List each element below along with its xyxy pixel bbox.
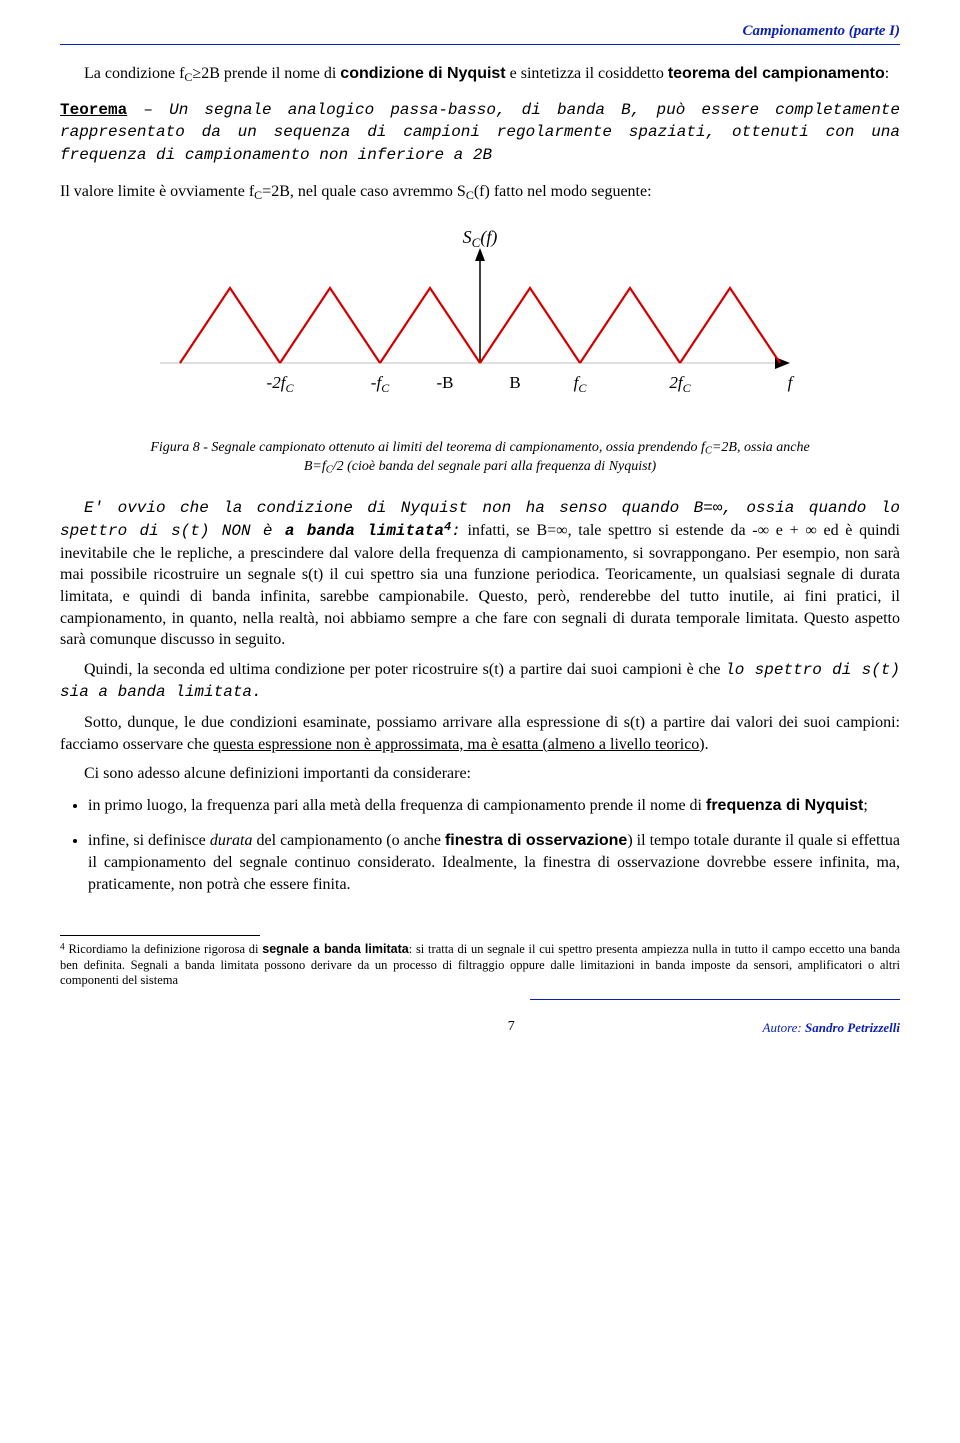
txt: (f) fatto nel modo seguente:	[474, 183, 652, 200]
txt: =2B, nel quale caso avremmo S	[262, 183, 466, 200]
txt: :	[451, 522, 461, 540]
subscript: C	[326, 465, 333, 476]
footnote-rule	[60, 935, 260, 936]
theorem-block: Teorema – Un segnale analogico passa-bas…	[60, 99, 900, 167]
header-title: Campionamento (parte I)	[742, 23, 900, 39]
durata-term: durata	[210, 832, 253, 849]
list-item: infine, si definisce durata del campiona…	[88, 830, 900, 895]
page-header: Campionamento (parte I)	[60, 20, 900, 42]
subscript: C	[254, 188, 262, 202]
svg-text:-B: -B	[437, 373, 454, 392]
nyquist-term: condizione di Nyquist	[340, 65, 505, 82]
nyquist-freq-term: frequenza di Nyquist	[706, 797, 863, 814]
figure-caption: Figura 8 - Segnale campionato ottenuto a…	[130, 439, 830, 477]
txt: ;	[863, 797, 867, 814]
footer-rule	[530, 999, 900, 1000]
definition-list: in primo luogo, la frequenza pari alla m…	[88, 795, 900, 895]
txt: Ricordiamo la definizione rigorosa di	[65, 942, 263, 956]
svg-text:-fC: -fC	[371, 373, 390, 395]
svg-text:SC(f): SC(f)	[463, 227, 498, 250]
theorem-label: Teorema	[60, 101, 127, 119]
spectrum-svg: SC(f) -2fC -fC -B B fC 2fC f	[140, 223, 820, 423]
txt: :	[885, 65, 889, 82]
footnote-term: segnale a banda limitata	[262, 942, 408, 956]
dash: –	[127, 101, 169, 119]
txt: infatti, se B=∞, tale spettro si estende…	[60, 522, 900, 648]
txt: Il valore limite è ovviamente f	[60, 183, 254, 200]
txt: Autore:	[763, 1020, 805, 1035]
svg-text:2fC: 2fC	[669, 373, 691, 395]
body-p6: Ci sono adesso alcune definizioni import…	[60, 763, 900, 785]
banda-limitata: a banda limitata	[285, 522, 444, 540]
svg-text:fC: fC	[574, 373, 588, 395]
author-line: Autore: Sandro Petrizzelli	[763, 1019, 900, 1037]
txt: .	[705, 736, 709, 753]
svg-text:B: B	[509, 373, 520, 392]
svg-text:f: f	[788, 373, 795, 392]
svg-text:-2fC: -2fC	[267, 373, 295, 395]
intro-paragraph: La condizione fC≥2B prende il nome di co…	[60, 63, 900, 85]
figure-8: SC(f) -2fC -fC -B B fC 2fC f	[60, 223, 900, 430]
txt: Quindi, la seconda ed ultima condizione …	[84, 661, 725, 678]
limit-paragraph: Il valore limite è ovviamente fC=2B, nel…	[60, 181, 900, 203]
txt: La condizione f	[84, 65, 184, 82]
subscript: C	[466, 188, 474, 202]
footnote-4: 4 Ricordiamo la definizione rigorosa di …	[60, 942, 900, 989]
txt: /2 (cioè banda del segnale pari alla fre…	[333, 459, 656, 474]
list-item: in primo luogo, la frequenza pari alla m…	[88, 795, 900, 817]
body-p4: Quindi, la seconda ed ultima condizione …	[60, 659, 900, 704]
header-rule	[60, 44, 900, 45]
finestra-term: finestra di osservazione	[445, 832, 627, 849]
underlined-claim: questa espressione non è approssimata, m…	[213, 736, 704, 753]
body-p3: E' ovvio che la condizione di Nyquist no…	[60, 497, 900, 651]
body-p5: Sotto, dunque, le due condizioni esamina…	[60, 712, 900, 755]
page-number: 7	[260, 1018, 763, 1037]
txt: ≥2B prende il nome di	[192, 65, 340, 82]
txt: Figura 8 - Segnale campionato ottenuto a…	[150, 440, 705, 455]
page-footer: 7 Autore: Sandro Petrizzelli	[60, 1018, 900, 1037]
theorem-term: teorema del campionamento	[668, 65, 885, 82]
txt: Ci sono adesso alcune definizioni import…	[84, 765, 471, 782]
txt: e sintetizza il cosiddetto	[506, 65, 668, 82]
txt: del campionamento (o anche	[252, 832, 444, 849]
author-name: Sandro Petrizzelli	[805, 1020, 900, 1035]
txt: in primo luogo, la frequenza pari alla m…	[88, 797, 706, 814]
subscript: C	[705, 446, 712, 457]
theorem-body: Un segnale analogico passa-basso, di ban…	[60, 101, 900, 164]
txt: infine, si definisce	[88, 832, 210, 849]
